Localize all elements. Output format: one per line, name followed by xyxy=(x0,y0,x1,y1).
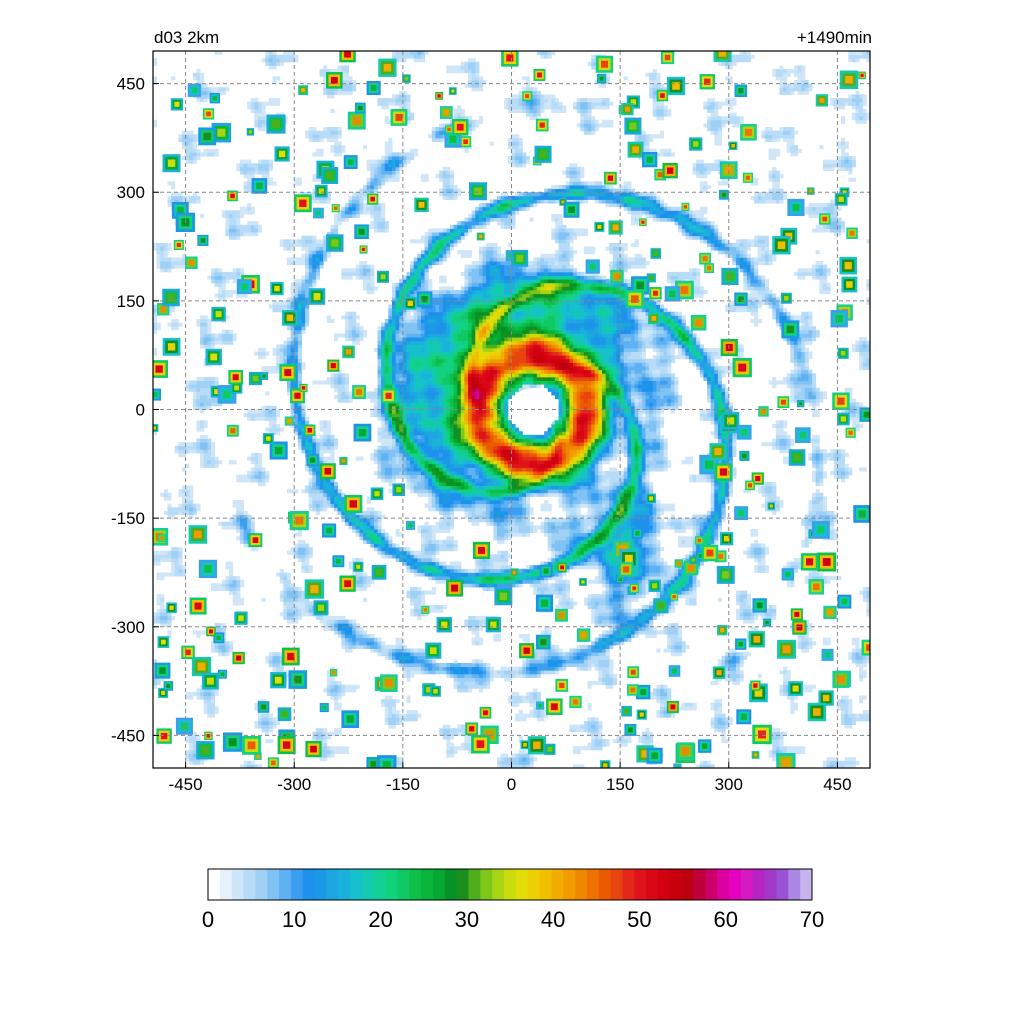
colorbar-swatch xyxy=(598,869,612,900)
colorbar-swatch xyxy=(397,869,410,900)
colorbar-swatch xyxy=(646,869,659,900)
colorbar-frame xyxy=(207,868,813,901)
domain-label: d03 2km xyxy=(154,28,220,47)
colorbar-swatch xyxy=(302,869,315,900)
x-tick-label: -150 xyxy=(386,775,420,794)
colorbar-swatch xyxy=(693,869,706,900)
colorbar-swatch xyxy=(563,869,576,900)
colorbar-swatch xyxy=(752,869,766,900)
colorbar-swatch xyxy=(243,869,256,900)
colorbar-swatch xyxy=(409,869,422,900)
colorbar-swatch xyxy=(515,869,529,900)
colorbar-swatch xyxy=(231,869,244,900)
colorbar-swatch xyxy=(800,869,813,900)
colorbar-swatch xyxy=(634,869,647,900)
y-tick-label: 300 xyxy=(117,183,145,202)
colorbar-tick-label: 0 xyxy=(202,907,214,932)
y-tick-label: 150 xyxy=(117,292,145,311)
colorbar-swatch xyxy=(290,869,304,900)
reflectivity-field xyxy=(153,51,870,768)
colorbar-swatch xyxy=(729,869,742,900)
colorbar-swatch xyxy=(551,869,564,900)
colorbar-swatch xyxy=(255,869,268,900)
x-tick-label: 0 xyxy=(507,775,516,794)
colorbar-swatch xyxy=(492,869,505,900)
colorbar-swatch xyxy=(326,869,339,900)
colorbar-swatch xyxy=(776,869,789,900)
colorbar-swatch xyxy=(350,869,363,900)
time-label: +1490min xyxy=(796,28,872,47)
colorbar-swatch xyxy=(361,869,375,900)
colorbar-tick-label: 10 xyxy=(282,907,306,932)
colorbar-tick-label: 20 xyxy=(368,907,392,932)
colorbar-swatch xyxy=(279,869,292,900)
colorbar-tick-label: 40 xyxy=(541,907,565,932)
colorbar-swatch xyxy=(658,869,671,900)
colorbar-tick-label: 60 xyxy=(713,907,737,932)
colorbar-swatch xyxy=(705,869,718,900)
colorbar-tick-label: 70 xyxy=(800,907,824,932)
y-tick-label: -150 xyxy=(111,509,145,528)
colorbar-swatch xyxy=(456,869,469,900)
x-tick-label: -300 xyxy=(277,775,311,794)
colorbar-swatch xyxy=(610,869,623,900)
colorbar-swatch xyxy=(764,869,777,900)
colorbar-tick-label: 50 xyxy=(627,907,651,932)
colorbar-ticks: 0 10 20 30 40 50 60 70 xyxy=(202,907,824,932)
colorbar-swatch xyxy=(421,869,434,900)
colorbar-swatch xyxy=(788,869,801,900)
colorbar-swatch xyxy=(717,869,730,900)
colorbar-swatch xyxy=(480,869,493,900)
grid-lines xyxy=(153,51,870,768)
colorbar-swatch xyxy=(444,869,458,900)
colorbar-swatch xyxy=(504,869,517,900)
colorbar-swatch xyxy=(219,869,233,900)
y-tick-label: -450 xyxy=(111,726,145,745)
colorbar-swatch xyxy=(681,869,694,900)
y-tick-label: 450 xyxy=(117,75,145,94)
y-axis: 450 300 150 0 -150 -300 -450 xyxy=(111,75,159,745)
colorbar-swatch xyxy=(669,869,683,900)
colorbar-swatch xyxy=(539,869,552,900)
y-tick-label: 0 xyxy=(136,401,145,420)
colorbar-swatch xyxy=(385,869,398,900)
colorbar-swatch xyxy=(338,869,351,900)
colorbar-swatch xyxy=(586,869,600,900)
x-tick-label: 450 xyxy=(823,775,851,794)
colorbar-swatch xyxy=(208,869,221,900)
colorbar-swatch xyxy=(373,869,387,900)
colorbar-swatch xyxy=(527,869,540,900)
colorbar-swatch xyxy=(622,869,635,900)
colorbar-tick-label: 30 xyxy=(455,907,479,932)
colorbar-swatch xyxy=(314,869,327,900)
colorbar-swatch xyxy=(575,869,588,900)
x-tick-label: -450 xyxy=(169,775,203,794)
x-tick-label: 300 xyxy=(715,775,743,794)
y-tick-label: -300 xyxy=(111,618,145,637)
colorbar-swatch xyxy=(468,869,481,900)
x-tick-label: 150 xyxy=(606,775,634,794)
colorbar-swatch xyxy=(740,869,754,900)
colorbar-swatch xyxy=(267,869,280,900)
colorbar xyxy=(207,868,813,901)
x-axis: -450 -300 -150 0 150 300 450 xyxy=(169,762,852,794)
colorbar-swatch xyxy=(433,869,446,900)
